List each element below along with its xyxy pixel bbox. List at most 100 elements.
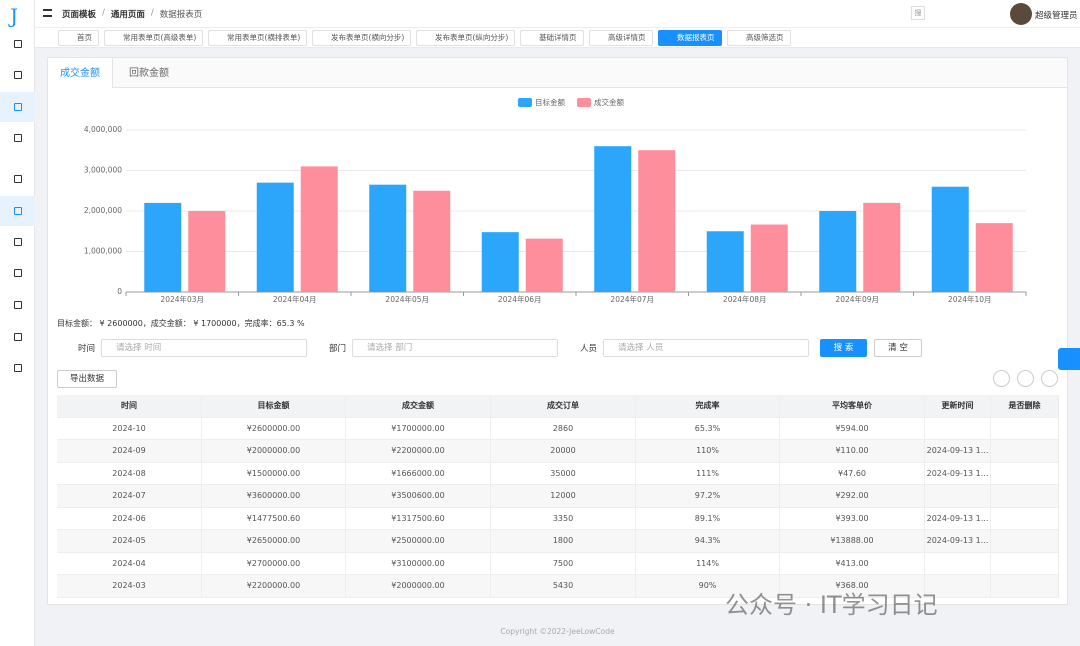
page-tab[interactable]: 高级详情页: [589, 30, 653, 46]
settings-button[interactable]: [1058, 348, 1080, 370]
x-tick-label: 2024年06月: [498, 294, 542, 304]
breadcrumb: 页面模板 / 通用页面 / 数据报表页: [62, 8, 202, 20]
avatar[interactable]: [1010, 3, 1032, 25]
bar: [594, 146, 632, 292]
table-cell: ¥110.00: [780, 440, 925, 463]
x-tick-label: 2024年05月: [385, 294, 429, 304]
table-row: [57, 575, 1059, 598]
bar: [638, 150, 676, 292]
table-cell: 111%: [636, 462, 780, 485]
column-header: 是否删除: [991, 395, 1059, 418]
breadcrumb-item[interactable]: 通用页面: [110, 10, 145, 20]
filter-label: 时间: [78, 344, 96, 354]
table-row: [57, 507, 1059, 530]
table-cell: ¥2500000.00: [346, 530, 491, 553]
toolbar-icon[interactable]: [993, 370, 1010, 387]
menu-icon[interactable]: [0, 29, 35, 59]
filter-input[interactable]: 请选择 人员: [603, 339, 809, 357]
table-cell: 97.2%: [636, 485, 780, 508]
page-tab[interactable]: 常用表单页(横排表单): [208, 30, 308, 46]
menu-icon[interactable]: [0, 322, 35, 352]
menu-icon[interactable]: [0, 290, 35, 320]
table-cell: [991, 575, 1059, 598]
bar: [750, 224, 788, 292]
bar: [863, 202, 901, 292]
bar: [300, 166, 338, 292]
breadcrumb-separator: /: [102, 8, 105, 18]
filter-input[interactable]: 请选择 时间: [101, 339, 307, 357]
table-cell: [991, 485, 1059, 508]
menu-icon[interactable]: [0, 196, 35, 226]
menu-icon[interactable]: [0, 258, 35, 288]
x-tick-label: 2024年10月: [948, 294, 992, 304]
menu-icon[interactable]: [0, 123, 35, 153]
bar: [481, 232, 519, 292]
breadcrumb-item[interactable]: 数据报表页: [159, 10, 203, 20]
y-tick-label: 0: [117, 287, 122, 296]
breadcrumb-item[interactable]: 页面模板: [62, 10, 97, 20]
table-cell: ¥1700000.00: [346, 417, 491, 440]
menu-icon[interactable]: [0, 164, 35, 194]
table-cell: 2024-08: [57, 462, 202, 485]
table-cell: 3350: [491, 507, 636, 530]
user-name[interactable]: 超级管理员: [1035, 11, 1078, 21]
clear-button[interactable]: 清 空: [874, 339, 922, 357]
menu-icon[interactable]: [0, 227, 35, 257]
y-tick-label: 4,000,000: [84, 125, 122, 134]
chart: 0 1,000,000 2,000,000 3,000,000 4,000,000 目标金…: [84, 97, 1027, 304]
footer: Copyright ©2022-JeeLowCode: [500, 627, 615, 636]
toolbar-icon[interactable]: [1017, 370, 1034, 387]
table-cell: ¥3100000.00: [346, 552, 491, 575]
export-button[interactable]: 导出数据: [57, 370, 117, 388]
table-cell: 2860: [491, 417, 636, 440]
bar: [144, 202, 182, 292]
filter-input[interactable]: 请选择 部门: [352, 339, 558, 357]
page-tab[interactable]: 基础详情页: [520, 30, 584, 46]
sidebar: J: [0, 0, 35, 646]
x-tick-label: 2024年03月: [160, 294, 204, 304]
page-tab[interactable]: 高级筛选页: [727, 30, 791, 46]
table-header: [57, 395, 1059, 418]
table-cell: 2024-04: [57, 552, 202, 575]
menu-icon[interactable]: [0, 353, 35, 383]
search-box[interactable]: 搜: [911, 6, 925, 20]
table-row: [57, 530, 1059, 553]
legend-label: 成交金额: [594, 97, 624, 107]
y-tick-label: 1,000,000: [84, 247, 122, 256]
card-tab[interactable]: 成交金额: [48, 58, 113, 88]
page-tab[interactable]: 发布表单页(横向分步): [312, 30, 412, 46]
menu-icon[interactable]: [0, 92, 35, 122]
table-cell: ¥2200000.00: [346, 440, 491, 463]
page-tab[interactable]: 常用表单页(高级表单): [104, 30, 204, 46]
search-button[interactable]: 搜 索: [820, 339, 867, 357]
table-cell: 94.3%: [636, 530, 780, 553]
column-header: 完成率: [636, 395, 780, 418]
logo: J: [10, 4, 19, 28]
x-tick-label: 2024年09月: [835, 294, 879, 304]
table-row: [57, 417, 1059, 440]
table-cell: 2024-09: [57, 440, 202, 463]
table-cell: ¥13888.00: [780, 530, 925, 553]
card-tab[interactable]: 回款金额: [129, 68, 169, 79]
table-cell: 110%: [636, 440, 780, 463]
table-cell: [925, 485, 991, 508]
toolbar-icon[interactable]: [1041, 370, 1058, 387]
breadcrumb-separator: /: [150, 8, 154, 18]
table-cell: ¥47.60: [780, 462, 925, 485]
top-bar: 页面模板 / 通用页面 / 数据报表页 搜 超级管理员: [35, 0, 1080, 28]
table-cell: 2024-03: [57, 575, 202, 598]
watermark: 公众号 · IT学习日记: [725, 591, 938, 619]
tab-bar: 首页 常用表单页(高级表单) 常用表单页(横排表单) 发布表单页(横向分步) 发布表单页…: [35, 28, 1080, 48]
table-cell: 2024-07: [57, 485, 202, 508]
table-cell: ¥368.00: [780, 575, 925, 598]
x-tick-label: 2024年04月: [273, 294, 317, 304]
menu-icon[interactable]: [0, 60, 35, 90]
menu-toggle[interactable]: [43, 9, 52, 17]
table-cell: ¥594.00: [780, 417, 925, 440]
table-row: [57, 485, 1059, 508]
table-cell: [925, 575, 991, 598]
page-tab[interactable]: 数据报表页: [658, 30, 722, 46]
table-cell: [991, 552, 1059, 575]
page-tab[interactable]: 首页: [58, 30, 99, 46]
page-tab[interactable]: 发布表单页(纵向分步): [416, 30, 516, 46]
